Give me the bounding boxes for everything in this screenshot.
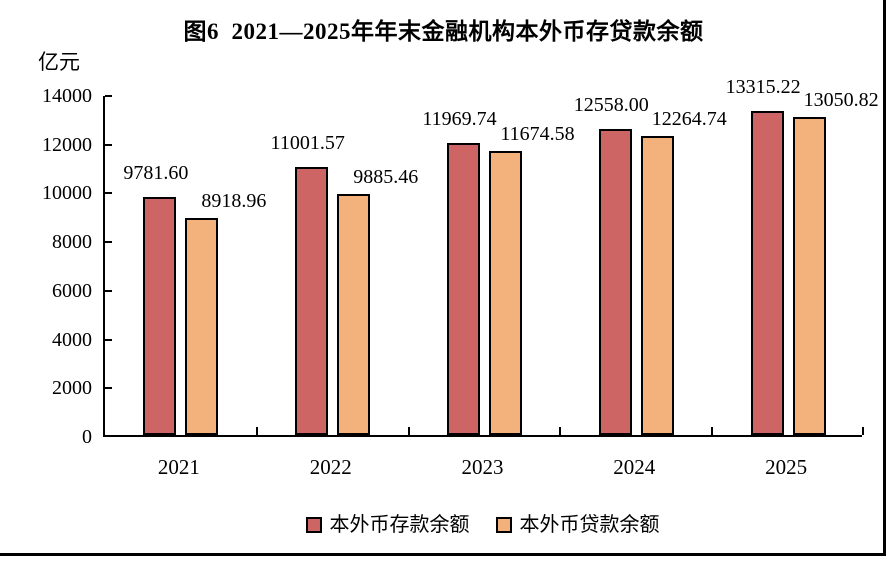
bar-deposit-2021	[143, 196, 177, 435]
bar-deposit-2024	[598, 129, 632, 435]
bar-loan-2025	[792, 117, 826, 435]
legend-label: 本外币存款余额	[329, 514, 470, 536]
legend-swatch-deposit	[305, 517, 322, 533]
y-axis-tick	[105, 338, 112, 341]
bar-value-label: 11674.58	[500, 122, 575, 145]
y-axis-unit-label: 亿元	[38, 50, 80, 74]
bar-loan-2023	[489, 150, 522, 435]
y-axis-tick	[105, 192, 112, 195]
y-axis-tick-label: 12000	[42, 133, 92, 156]
y-axis-tick-label: 0	[82, 426, 92, 448]
bar-loan-2024	[640, 136, 674, 435]
y-axis-tick	[105, 143, 112, 146]
x-axis-tick	[559, 427, 562, 435]
plot-area: 9781.60 8918.96 11001.57 9885.46 11969.74 116…	[103, 77, 879, 437]
bar-value-label: 11001.57	[270, 132, 345, 155]
y-axis-tick-label: 4000	[52, 328, 92, 351]
bar-deposit-2023	[447, 143, 480, 435]
bar-deposit-2022	[295, 167, 329, 435]
y-axis-tick-label: 2000	[52, 377, 92, 400]
legend-label: 本外币贷款余额	[519, 514, 660, 536]
bar-value-label: 11969.74	[422, 108, 497, 131]
x-axis-category-label: 2021	[157, 455, 200, 479]
x-axis-category-label: 2023	[461, 455, 504, 479]
y-axis-tick-label: 14000	[42, 85, 92, 107]
legend-swatch-loan	[495, 517, 512, 533]
bar-value-label: 9781.60	[123, 161, 189, 184]
bar-value-label: 12558.00	[573, 94, 649, 117]
bar-loan-2021	[185, 217, 219, 435]
bar-value-label: 9885.46	[353, 166, 419, 189]
y-axis-tick	[105, 289, 112, 292]
legend-item-deposit: 本外币存款余额	[305, 513, 470, 537]
x-axis-tick	[255, 427, 258, 435]
legend: 本外币存款余额 本外币贷款余额	[103, 513, 862, 537]
x-axis-category-label: 2025	[765, 455, 808, 479]
y-axis-tick-label: 8000	[52, 231, 92, 254]
x-axis-end-tick	[862, 427, 864, 435]
x-axis-tick	[407, 427, 410, 435]
x-axis-category-label: 2024	[613, 455, 656, 479]
bar-loan-2022	[337, 194, 371, 435]
bar-value-label: 8918.96	[201, 189, 267, 212]
y-axis-tick	[105, 241, 112, 244]
x-axis-category-label: 2022	[309, 455, 352, 479]
y-axis-tick	[105, 387, 112, 390]
bar-value-label: 12264.74	[651, 108, 727, 131]
chart-title: 图6 2021—2025年年末金融机构本外币存贷款余额	[183, 19, 704, 44]
y-axis-tick	[105, 95, 112, 97]
legend-item-loan: 本外币贷款余额	[495, 513, 660, 537]
bar-deposit-2025	[750, 110, 784, 435]
bar-value-label: 13315.22	[725, 75, 801, 98]
y-axis-tick-label: 6000	[52, 279, 92, 302]
x-axis-tick	[711, 427, 714, 435]
bar-value-label: 13050.82	[803, 89, 879, 112]
y-axis-tick-label: 10000	[42, 182, 92, 205]
